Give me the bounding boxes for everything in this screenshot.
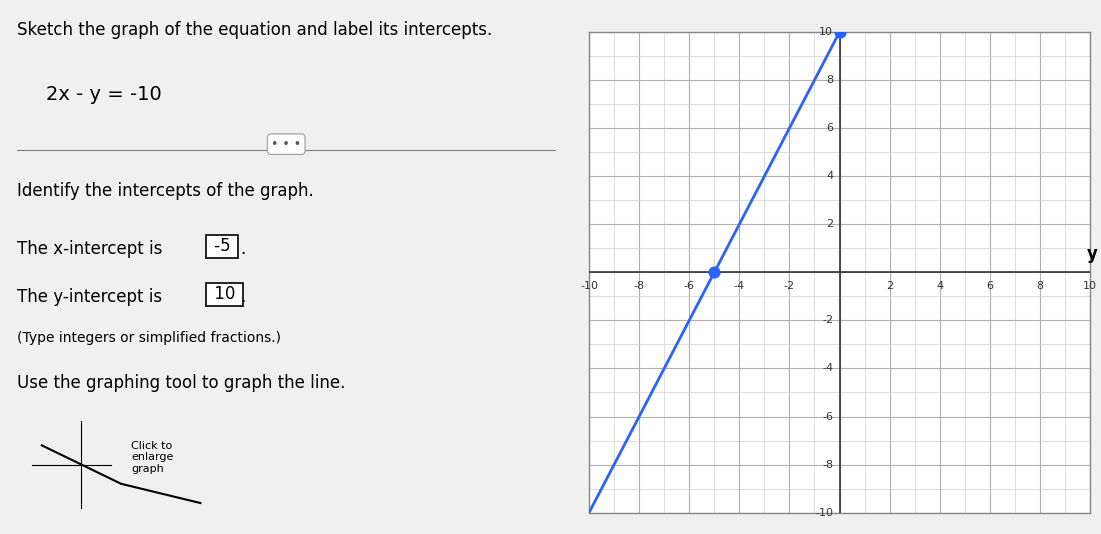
Text: 4: 4	[826, 171, 833, 181]
Text: The x-intercept is: The x-intercept is	[18, 240, 167, 258]
Text: 10: 10	[209, 285, 241, 303]
Text: 8: 8	[826, 75, 833, 85]
Text: (Type integers or simplified fractions.): (Type integers or simplified fractions.)	[18, 331, 281, 345]
Text: .: .	[240, 240, 246, 258]
Text: Use the graphing tool to graph the line.: Use the graphing tool to graph the line.	[18, 374, 346, 392]
Text: 2x - y = -10: 2x - y = -10	[46, 85, 162, 105]
Text: 8: 8	[1036, 281, 1044, 290]
Text: -6: -6	[822, 412, 833, 421]
Text: y: y	[1087, 245, 1098, 263]
Text: -8: -8	[633, 281, 645, 290]
Text: Click to
enlarge
graph: Click to enlarge graph	[131, 441, 173, 474]
Point	[706, 268, 723, 277]
Text: -4: -4	[733, 281, 745, 290]
Text: • • •: • • •	[271, 138, 302, 151]
Text: 6: 6	[986, 281, 993, 290]
Text: 6: 6	[826, 123, 833, 133]
Text: -5: -5	[209, 237, 236, 255]
Text: -4: -4	[822, 364, 833, 373]
Point	[831, 28, 849, 36]
Text: 4: 4	[936, 281, 944, 290]
Text: -2: -2	[784, 281, 795, 290]
Text: 10: 10	[1083, 281, 1097, 290]
Text: Sketch the graph of the equation and label its intercepts.: Sketch the graph of the equation and lab…	[18, 21, 492, 40]
Text: .: .	[240, 288, 246, 307]
Text: 10: 10	[819, 27, 833, 37]
Text: The y-intercept is: The y-intercept is	[18, 288, 167, 307]
Text: Identify the intercepts of the graph.: Identify the intercepts of the graph.	[18, 182, 314, 200]
Text: 2: 2	[886, 281, 893, 290]
Text: -10: -10	[580, 281, 598, 290]
Text: -8: -8	[822, 460, 833, 469]
Text: -10: -10	[815, 508, 833, 517]
Text: -2: -2	[822, 316, 833, 325]
Text: -6: -6	[684, 281, 695, 290]
Text: 2: 2	[826, 219, 833, 229]
